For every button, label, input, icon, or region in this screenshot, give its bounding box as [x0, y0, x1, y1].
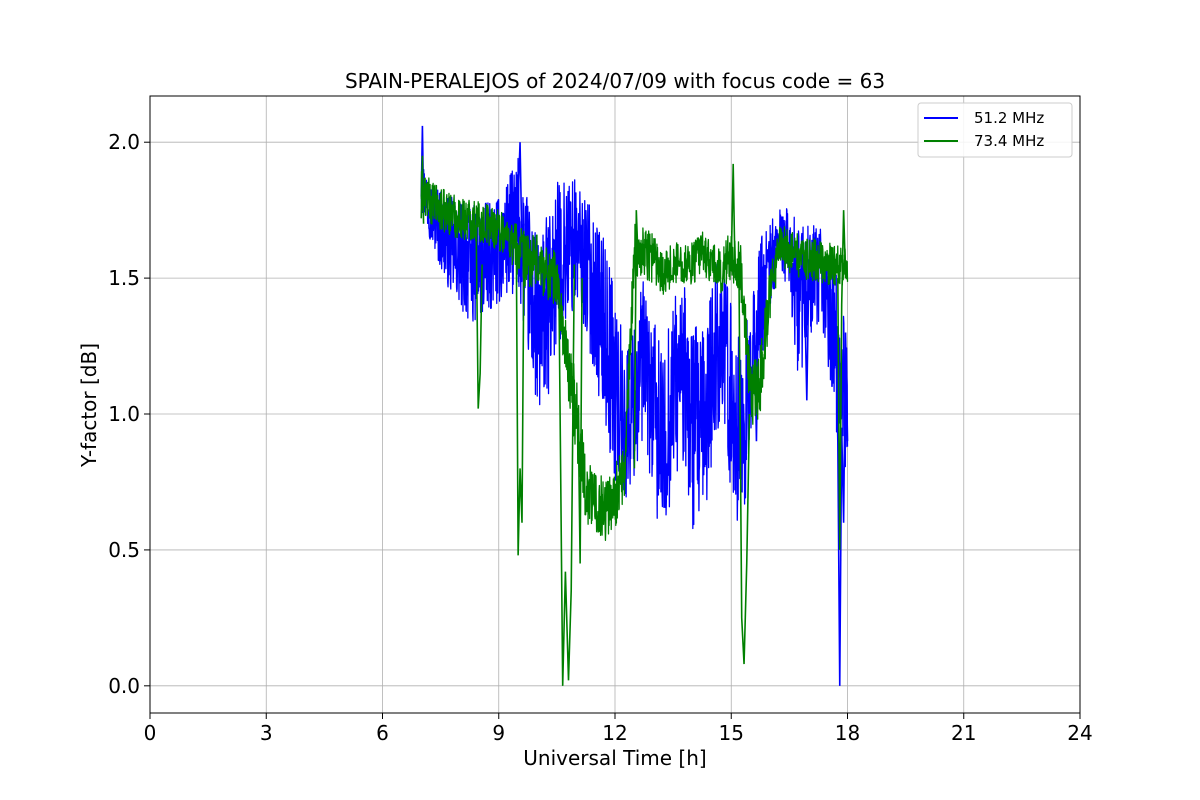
- y-tick-label: 0.5: [108, 538, 140, 562]
- x-tick-label: 12: [602, 721, 627, 745]
- series-spike-1: [420, 155, 425, 224]
- y-tick-label: 1.5: [108, 266, 140, 290]
- series-spike-1: [633, 210, 640, 469]
- x-tick-label: 6: [376, 721, 389, 745]
- x-tick-label: 9: [492, 721, 505, 745]
- axis-ticks: 0 3 6 9 12 15 18 21 24 0.0 0.5 1.0 1.5 2.0: [108, 130, 1093, 745]
- series-spike-1: [730, 163, 736, 279]
- x-tick-label: 18: [835, 721, 860, 745]
- x-tick-label: 0: [144, 721, 157, 745]
- series-line-0: [420, 157, 849, 530]
- series-spike-0: [829, 264, 835, 387]
- series-spike-0: [835, 332, 849, 686]
- series-spike-1: [515, 223, 525, 556]
- x-tick-label: 24: [1067, 721, 1092, 745]
- series-line-1: [420, 170, 849, 542]
- x-tick-label: 15: [719, 721, 744, 745]
- series-spike-1: [475, 237, 483, 409]
- legend: 51.2 MHz 73.4 MHz: [917, 102, 1073, 158]
- x-tick-label: 21: [951, 721, 976, 745]
- y-axis-label: Y-factor [dB]: [77, 343, 101, 468]
- legend-label-51-2: 51.2 MHz: [974, 109, 1044, 127]
- y-tick-label: 0.0: [108, 674, 140, 698]
- series-spike-0: [804, 278, 810, 401]
- y-tick-label: 2.0: [108, 130, 140, 154]
- legend-box: [917, 102, 1073, 158]
- legend-label-73-4: 73.4 MHz: [974, 132, 1044, 150]
- y-tick-label: 1.0: [108, 402, 140, 426]
- series-spike-1: [738, 278, 751, 665]
- series-spike-1: [577, 278, 583, 564]
- series-layer: [420, 125, 849, 686]
- series-spike-1: [837, 210, 847, 550]
- x-tick-label: 3: [260, 721, 273, 745]
- x-axis-label: Universal Time [h]: [523, 746, 706, 770]
- chart-title: SPAIN-PERALEJOS of 2024/07/09 with focus…: [345, 69, 885, 93]
- series-spike-1: [558, 264, 576, 686]
